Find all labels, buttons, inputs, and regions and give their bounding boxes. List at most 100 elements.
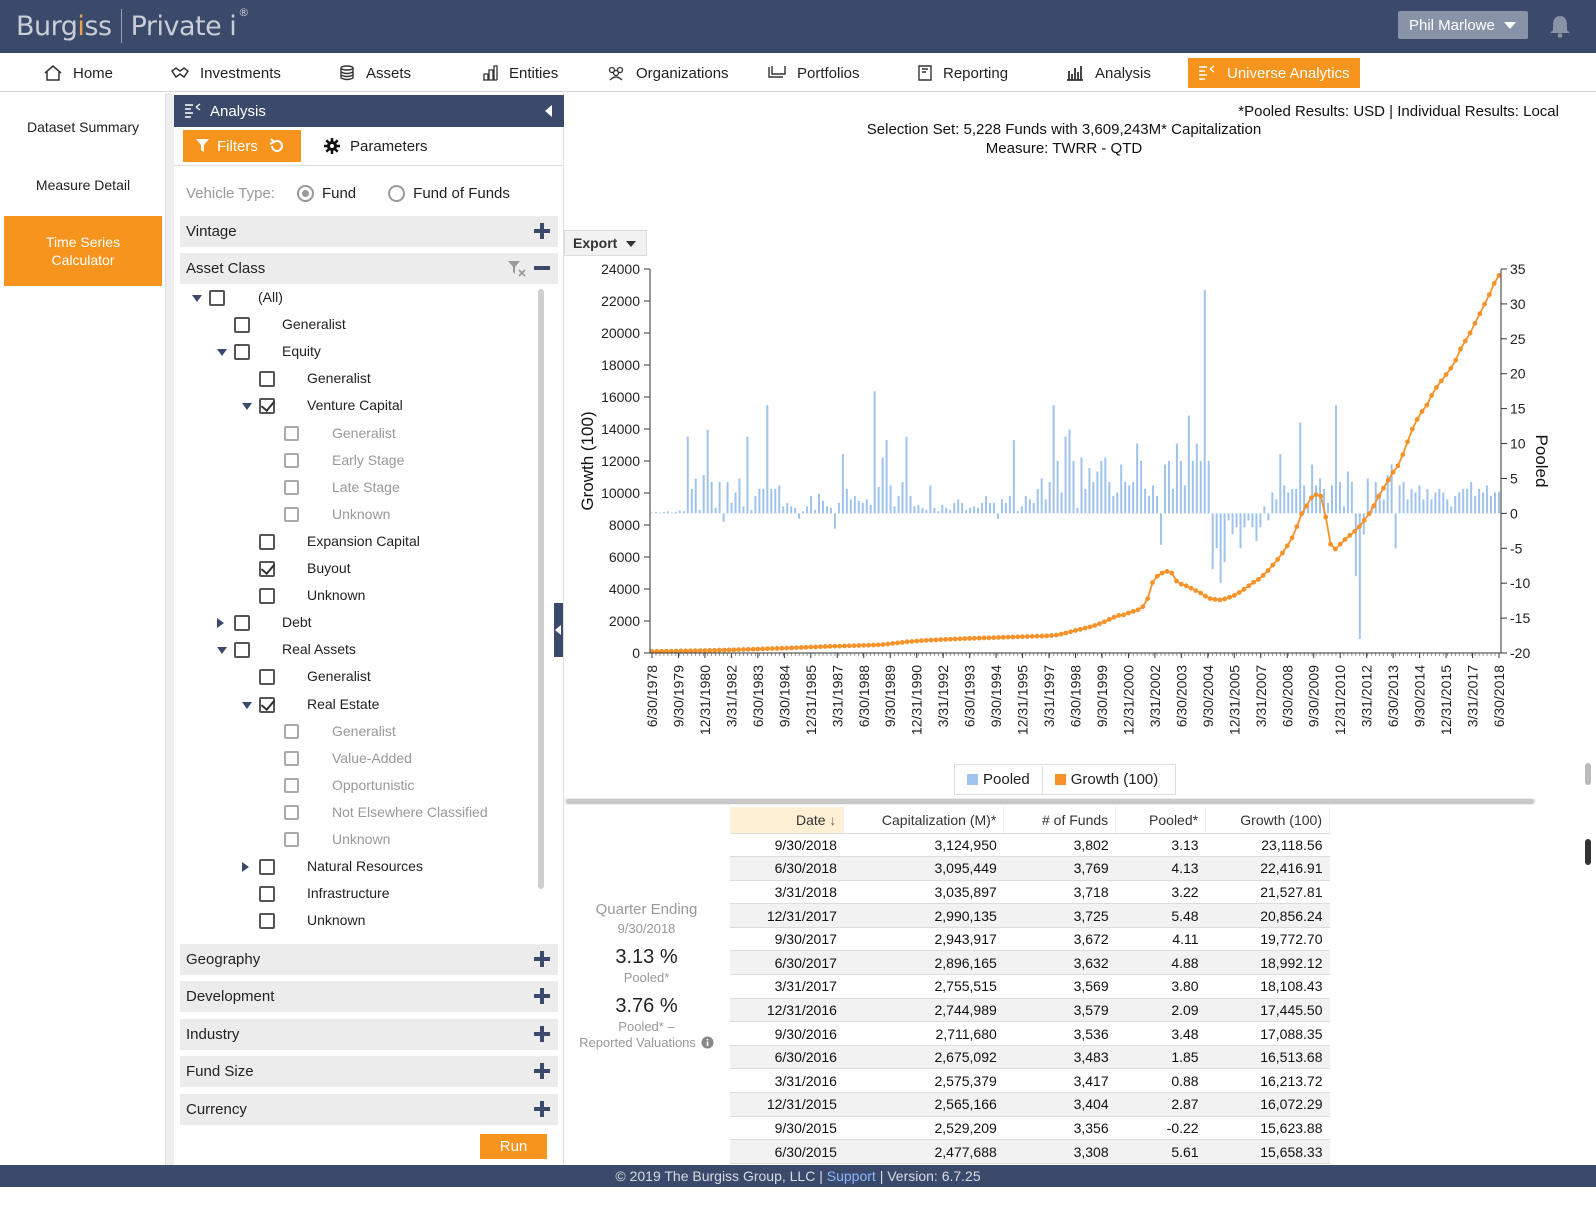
sidebar-item-dataset-summary[interactable]: Dataset Summary xyxy=(4,119,162,135)
pooled-bar[interactable] xyxy=(774,488,777,514)
growth-point[interactable] xyxy=(1366,511,1372,517)
growth-point[interactable] xyxy=(1395,463,1401,469)
growth-point[interactable] xyxy=(957,636,963,642)
pooled-bar[interactable] xyxy=(1028,499,1031,514)
nav-organizations[interactable]: Organizations xyxy=(607,58,729,88)
export-dropdown[interactable]: Export xyxy=(564,230,647,256)
pooled-bar[interactable] xyxy=(750,509,753,514)
growth-point[interactable] xyxy=(664,648,669,654)
table-row[interactable]: 6/30/2017 2,896,165 3,632 4.88 18,992.12 xyxy=(730,950,1330,976)
pooled-bar[interactable] xyxy=(869,504,872,514)
pooled-bar[interactable] xyxy=(694,478,697,514)
growth-point[interactable] xyxy=(1371,503,1377,509)
pooled-bar[interactable] xyxy=(806,506,809,514)
pooled-bar[interactable] xyxy=(941,504,944,514)
growth-point[interactable] xyxy=(851,643,857,649)
growth-point[interactable] xyxy=(1342,537,1348,542)
expand-plus-icon[interactable] xyxy=(534,1026,550,1042)
growth-point[interactable] xyxy=(1477,311,1483,317)
growth-point[interactable] xyxy=(678,648,684,654)
growth-point[interactable] xyxy=(813,644,819,650)
column-header-date[interactable]: Date ↓ xyxy=(730,807,845,834)
pooled-bar[interactable] xyxy=(718,481,721,514)
growth-point[interactable] xyxy=(1409,426,1415,432)
growth-point[interactable] xyxy=(716,647,722,653)
growth-point[interactable] xyxy=(1270,562,1276,568)
pooled-bar[interactable] xyxy=(1490,495,1493,514)
pooled-bar[interactable] xyxy=(1251,513,1254,528)
pooled-bar[interactable] xyxy=(1044,499,1047,514)
pooled-bar[interactable] xyxy=(1020,506,1023,514)
pooled-bar[interactable] xyxy=(1120,464,1123,514)
pooled-bar[interactable] xyxy=(1259,513,1262,528)
growth-point[interactable] xyxy=(1284,543,1290,549)
pooled-bar[interactable] xyxy=(1040,478,1043,514)
pooled-bar[interactable] xyxy=(782,506,785,514)
pooled-bar[interactable] xyxy=(877,486,880,514)
pooled-bar[interactable] xyxy=(1179,461,1182,514)
growth-point[interactable] xyxy=(1453,357,1459,363)
pooled-bar[interactable] xyxy=(965,509,968,514)
filters-tab[interactable]: Filters xyxy=(183,130,301,162)
growth-point[interactable] xyxy=(1212,597,1218,602)
pooled-bar[interactable] xyxy=(1338,481,1341,514)
growth-point[interactable] xyxy=(1193,588,1199,593)
pooled-bar[interactable] xyxy=(1342,506,1345,514)
pooled-bar[interactable] xyxy=(853,495,856,514)
pooled-bar[interactable] xyxy=(754,495,757,514)
pooled-bar[interactable] xyxy=(1211,513,1214,570)
section-asset-class[interactable]: Asset Class xyxy=(180,253,558,284)
growth-point[interactable] xyxy=(1231,593,1237,598)
tree-checkbox[interactable] xyxy=(284,750,299,766)
bell-icon[interactable] xyxy=(1549,14,1571,38)
tree-node[interactable]: Buyout xyxy=(180,555,540,582)
pooled-bar[interactable] xyxy=(1008,495,1011,514)
pooled-bar[interactable] xyxy=(985,495,988,514)
tree-node[interactable]: Expansion Capital xyxy=(180,528,540,555)
pooled-bar[interactable] xyxy=(674,511,677,514)
pooled-bar[interactable] xyxy=(1303,485,1306,514)
pooled-bar[interactable] xyxy=(973,506,976,514)
pooled-bar[interactable] xyxy=(1418,485,1421,514)
growth-point[interactable] xyxy=(837,643,843,649)
caret-down-icon[interactable] xyxy=(217,349,227,357)
expand-plus-icon[interactable] xyxy=(534,223,550,239)
pooled-bar[interactable] xyxy=(969,507,972,514)
growth-point[interactable] xyxy=(1164,569,1170,574)
growth-point[interactable] xyxy=(803,644,809,650)
table-row[interactable]: 3/31/2017 2,755,515 3,569 3.80 18,108.43 xyxy=(730,974,1330,999)
growth-point[interactable] xyxy=(769,646,775,651)
growth-point[interactable] xyxy=(784,645,790,651)
growth-point[interactable] xyxy=(947,636,953,642)
pooled-bar[interactable] xyxy=(1315,485,1318,514)
growth-point[interactable] xyxy=(1130,609,1136,614)
pooled-bar[interactable] xyxy=(742,506,745,514)
pooled-bar[interactable] xyxy=(814,509,817,514)
section-geography[interactable]: Geography xyxy=(180,944,558,975)
pooled-bar[interactable] xyxy=(1080,457,1083,514)
table-row[interactable]: 12/31/2017 2,990,135 3,725 5.48 20,856.24 xyxy=(730,903,1330,928)
growth-point[interactable] xyxy=(741,647,746,652)
growth-point[interactable] xyxy=(1390,469,1396,475)
growth-point[interactable] xyxy=(1077,626,1083,632)
pooled-bar[interactable] xyxy=(706,429,709,514)
pooled-bar[interactable] xyxy=(1390,464,1393,514)
growth-point[interactable] xyxy=(1053,632,1059,638)
pooled-bar[interactable] xyxy=(937,511,940,514)
pooled-bar[interactable] xyxy=(1187,415,1190,514)
growth-point[interactable] xyxy=(798,645,804,650)
growth-point[interactable] xyxy=(1376,493,1382,499)
growth-point[interactable] xyxy=(1491,281,1497,286)
growth-point[interactable] xyxy=(856,643,862,648)
table-row[interactable]: 6/30/2015 2,477,688 3,308 5.61 15,658.33 xyxy=(730,1139,1330,1164)
pooled-bar[interactable] xyxy=(1235,513,1238,528)
growth-point[interactable] xyxy=(1347,533,1353,538)
pooled-bar[interactable] xyxy=(1207,461,1210,514)
pooled-bar[interactable] xyxy=(1354,513,1357,577)
pooled-bar[interactable] xyxy=(1398,485,1401,514)
growth-point[interactable] xyxy=(1486,292,1492,297)
growth-point[interactable] xyxy=(1111,614,1117,620)
growth-point[interactable] xyxy=(1294,524,1300,529)
tree-node[interactable]: Venture Capital xyxy=(180,392,540,419)
growth-point[interactable] xyxy=(1251,579,1256,585)
